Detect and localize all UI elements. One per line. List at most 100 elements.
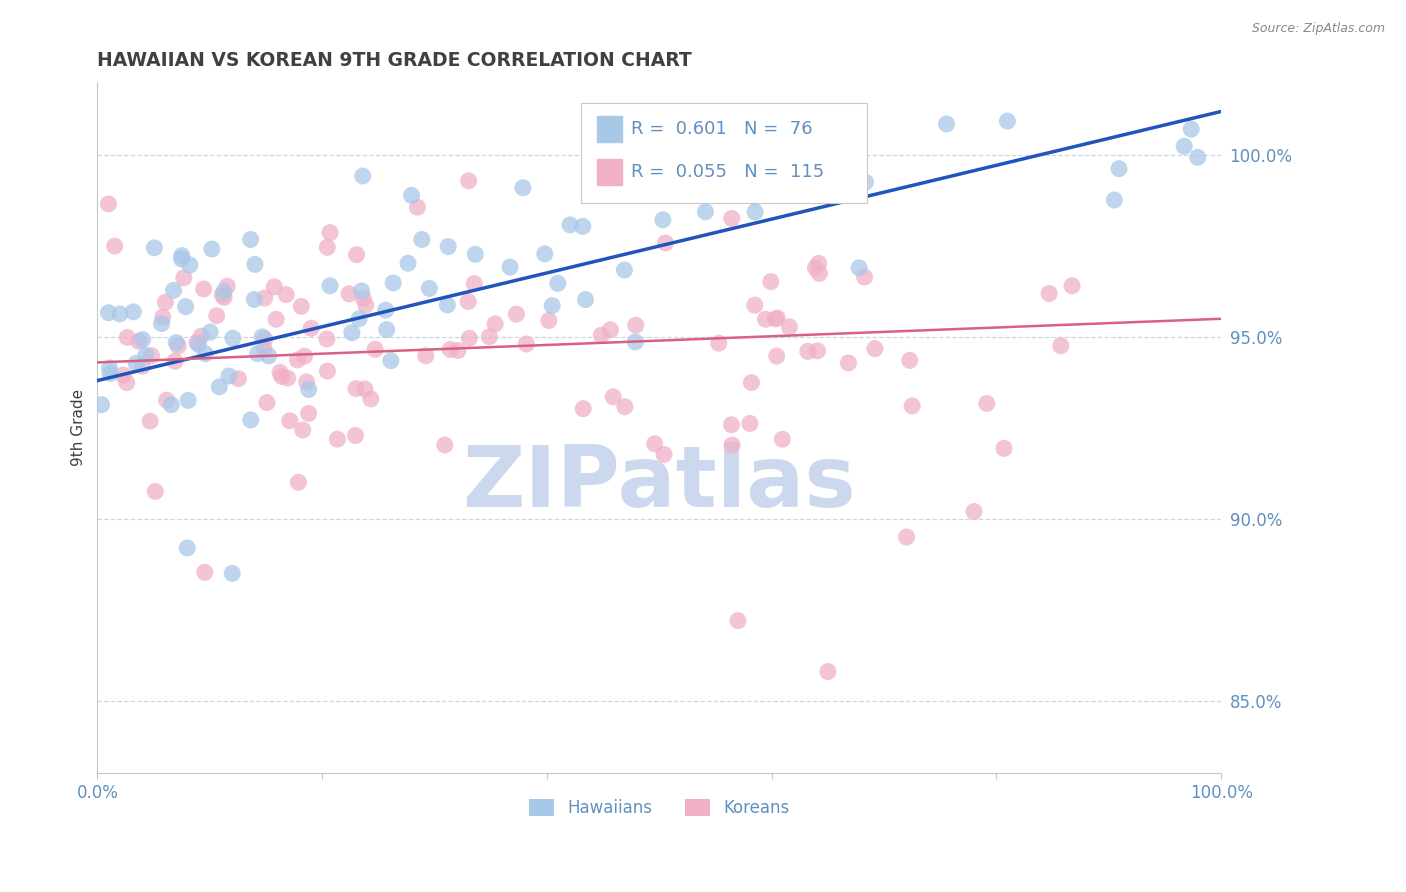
Point [572,401,595,416]
Point [155,393,177,408]
Point [253,332,276,346]
Point [264,312,287,326]
Point [652,447,675,461]
Point [720,211,742,226]
Point [139,414,162,428]
Point [547,277,569,291]
Point [294,349,316,363]
Point [326,432,349,446]
Point [141,349,163,363]
Point [344,428,367,442]
Point [558,218,581,232]
Point [898,353,921,368]
Point [170,252,193,266]
Point [165,335,187,350]
Point [512,181,534,195]
Point [537,313,560,327]
Point [415,349,437,363]
Point [319,278,342,293]
Point [315,332,337,346]
Point [212,285,235,299]
Point [287,353,309,368]
Point [1104,193,1126,207]
Point [721,438,744,452]
Point [212,290,235,304]
Point [1038,286,1060,301]
Point [797,344,820,359]
Point [125,356,148,370]
Point [396,256,419,270]
Point [806,343,828,358]
Point [997,114,1019,128]
Point [533,247,555,261]
Point [754,312,776,326]
Point [804,260,827,275]
Point [252,330,274,344]
Point [853,270,876,285]
Point [418,281,440,295]
Point [515,337,537,351]
Point [624,318,647,333]
Point [541,299,564,313]
Point [654,235,676,250]
Point [319,226,342,240]
Point [155,295,177,310]
Point [90,398,112,412]
Point [505,307,527,321]
Text: HAWAIIAN VS KOREAN 9TH GRADE CORRELATION CHART: HAWAIIAN VS KOREAN 9TH GRADE CORRELATION… [97,51,692,70]
Point [963,504,986,518]
Point [97,197,120,211]
Point [778,320,800,334]
Point [901,399,924,413]
Point [765,349,787,363]
Point [817,665,839,679]
Point [837,356,859,370]
Point [298,383,321,397]
Point [411,232,433,246]
Point [253,342,276,356]
Point [354,382,377,396]
Point [177,393,200,408]
Point [738,417,761,431]
Point [104,239,127,253]
Point [808,266,831,280]
Point [176,541,198,555]
Point [695,204,717,219]
Point [187,337,209,351]
Legend: Hawaiians, Koreans: Hawaiians, Koreans [522,792,797,824]
Point [599,323,621,337]
Point [360,392,382,406]
Point [160,398,183,412]
Point [98,367,121,381]
Point [97,306,120,320]
Point [217,279,239,293]
Bar [598,159,623,186]
Point [122,305,145,319]
Point [221,566,243,581]
Point [993,442,1015,456]
Point [380,353,402,368]
Point [484,317,506,331]
FancyBboxPatch shape [581,103,868,203]
Point [740,376,762,390]
Point [499,260,522,274]
Point [848,260,870,275]
Point [863,342,886,356]
Point [173,270,195,285]
Point [1173,139,1195,153]
Point [270,369,292,384]
Point [193,282,215,296]
Point [744,298,766,312]
Point [364,343,387,357]
Point [935,117,957,131]
Point [143,241,166,255]
Text: Source: ZipAtlas.com: Source: ZipAtlas.com [1251,22,1385,36]
Point [287,475,309,490]
Point [201,242,224,256]
Point [152,310,174,324]
Point [108,307,131,321]
Point [720,417,742,432]
Point [624,334,647,349]
Point [228,371,250,385]
Point [352,291,374,305]
